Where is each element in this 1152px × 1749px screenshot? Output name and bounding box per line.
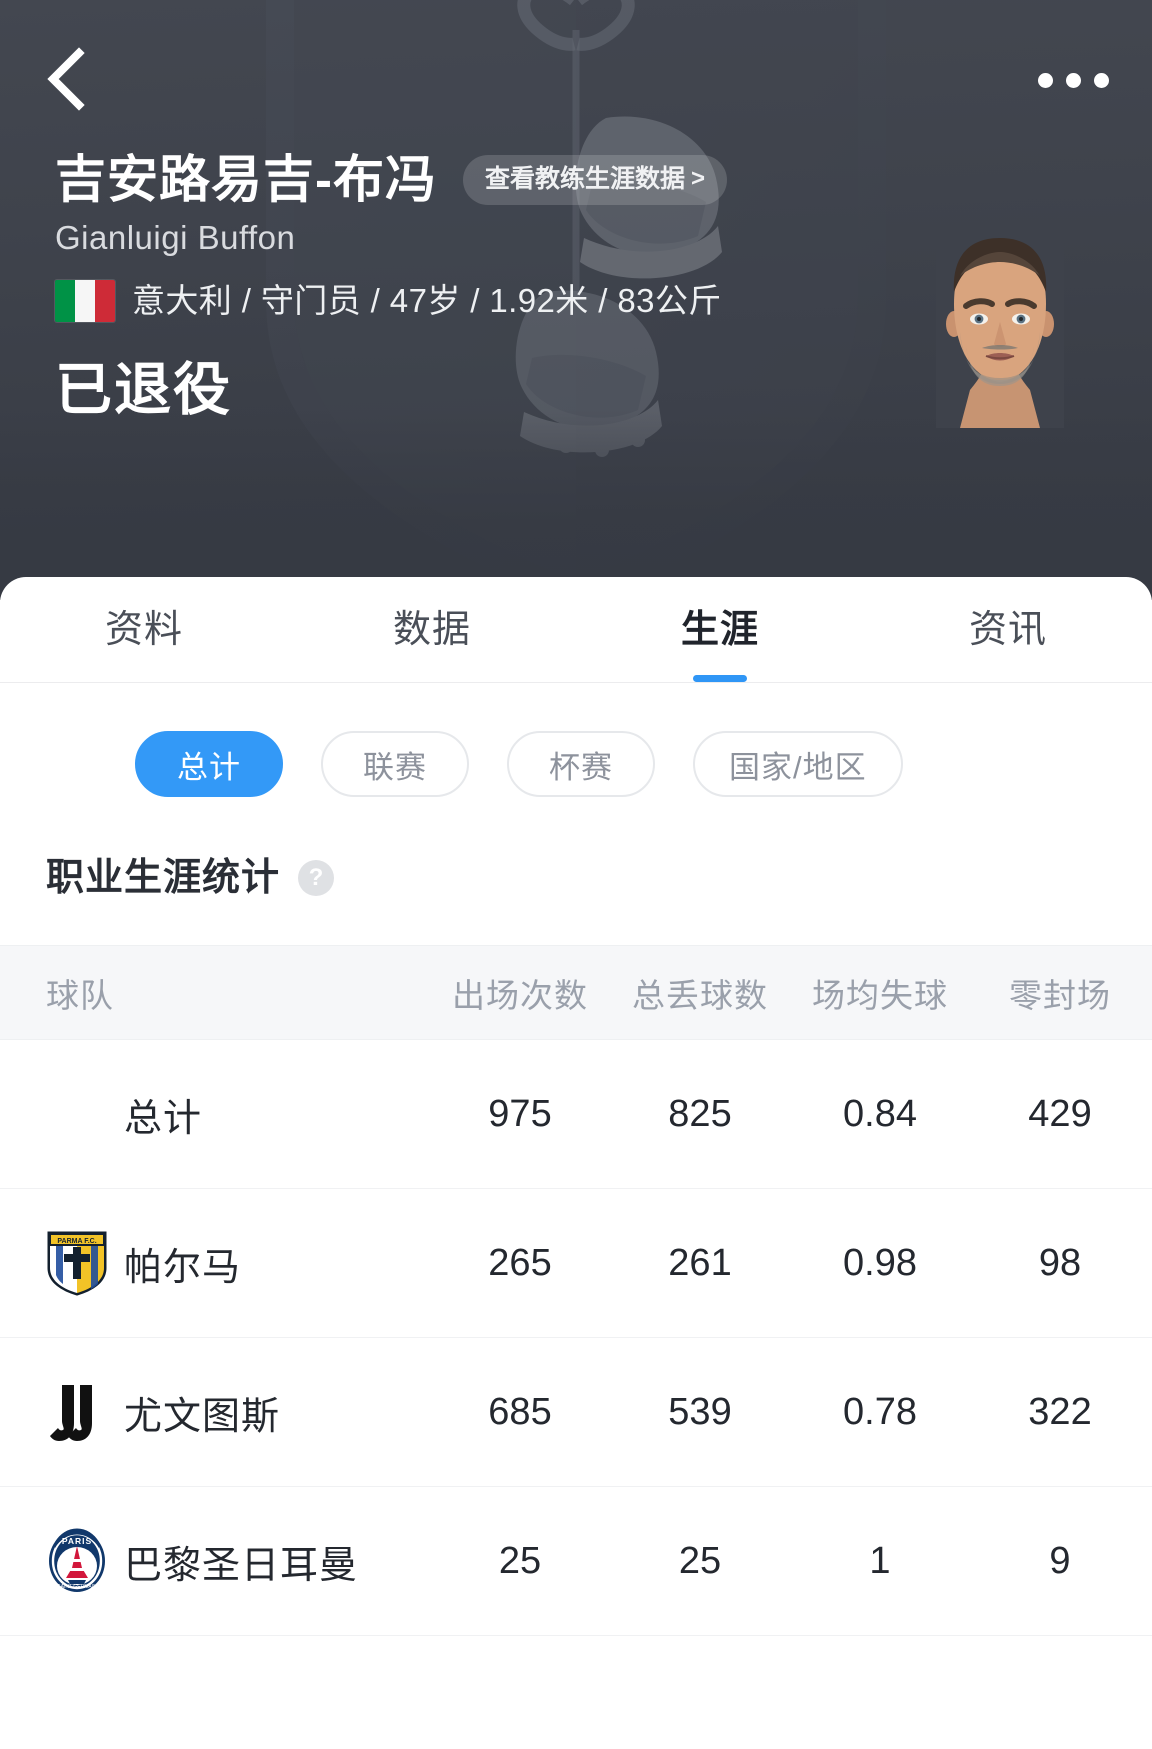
tab-stats[interactable]: 数据 (288, 577, 576, 682)
view-coach-career-button[interactable]: 查看教练生涯数据 > (462, 155, 728, 205)
tab-career-label: 生涯 (680, 608, 759, 651)
column-header-team: 球队 (46, 976, 114, 1014)
more-dot-2 (1065, 72, 1081, 88)
chevron-right-icon: > (691, 165, 706, 192)
cell-appearances: 685 (488, 1390, 552, 1433)
team-name: 帕尔马 (124, 1246, 242, 1289)
cell-appearances: 975 (488, 1092, 552, 1135)
cell-clean-sheets: 322 (1028, 1390, 1092, 1433)
tab-bar: 资料 数据 生涯 资讯 (0, 577, 1152, 683)
career-stats-heading: 职业生涯统计 ? (0, 797, 1152, 901)
column-header-goals-conceded: 总丢球数 (632, 976, 768, 1014)
cell-goals-conceded: 825 (668, 1092, 732, 1135)
player-portrait (936, 228, 1064, 428)
more-dot-3 (1093, 72, 1109, 88)
table-row[interactable]: 总计 975 825 0.84 429 (0, 1040, 1152, 1189)
cell-goals-conceded: 539 (668, 1390, 732, 1433)
svg-text:PARIS: PARIS (62, 1536, 92, 1546)
player-name-cn: 吉安路易吉-布冯 (55, 151, 437, 208)
chip-league[interactable]: 联赛 (321, 731, 469, 797)
chevron-left-icon (47, 47, 85, 111)
psg-crest-icon: PARIS SAINT-GERMAIN (49, 1528, 105, 1592)
player-status-badge: 已退役 (55, 358, 232, 422)
career-stats-title: 职业生涯统计 (46, 857, 281, 899)
back-button[interactable] (30, 42, 104, 116)
cell-appearances: 25 (498, 1539, 542, 1582)
table-header-row: 球队 出场次数 总丢球数 场均失球 零封场 (0, 945, 1152, 1040)
player-name-en: Gianluigi Buffon (55, 219, 296, 256)
cell-clean-sheets: 429 (1028, 1092, 1092, 1135)
chip-total[interactable]: 总计 (135, 731, 283, 797)
player-meta-text: 意大利 / 守门员 / 47岁 / 1.92米 / 83公斤 (132, 282, 722, 319)
more-options-button[interactable] (1028, 52, 1118, 108)
svg-text:PARMA F.C.: PARMA F.C. (57, 1238, 96, 1245)
player-hero-banner: 吉安路易吉-布冯 查看教练生涯数据 > Gianluigi Buffon 意大利… (0, 0, 1152, 600)
tab-stats-label: 数据 (392, 608, 471, 651)
career-stats-table: 球队 出场次数 总丢球数 场均失球 零封场 总计 975 825 0.84 42… (0, 945, 1152, 1636)
tab-news[interactable]: 资讯 (864, 577, 1152, 682)
svg-text:SAINT-GERMAIN: SAINT-GERMAIN (57, 1584, 97, 1590)
cell-clean-sheets: 98 (1038, 1241, 1082, 1284)
row-team-cell: 尤文图斯 (0, 1379, 430, 1445)
competition-filter-chips: 总计 联赛 杯赛 国家/地区 (0, 683, 1152, 797)
cell-conceded-per-game: 1 (869, 1539, 891, 1582)
team-crest-placeholder (46, 1081, 108, 1147)
team-name: 尤文图斯 (124, 1395, 281, 1438)
more-dot-1 (1037, 72, 1053, 88)
cell-conceded-per-game: 0.98 (843, 1241, 917, 1284)
team-name: 巴黎圣日耳曼 (124, 1544, 359, 1587)
table-row[interactable]: 尤文图斯 685 539 0.78 322 (0, 1338, 1152, 1487)
cell-conceded-per-game: 0.78 (843, 1390, 917, 1433)
cell-conceded-per-game: 0.84 (843, 1092, 917, 1135)
chip-cup[interactable]: 杯赛 (507, 731, 655, 797)
question-mark-icon[interactable]: ? (298, 860, 335, 896)
player-info-block: 吉安路易吉-布冯 查看教练生涯数据 > Gianluigi Buffon 意大利… (55, 150, 885, 424)
player-meta-row: 意大利 / 守门员 / 47岁 / 1.92米 / 83公斤 (55, 280, 885, 322)
view-coach-career-label: 查看教练生涯数据 (484, 165, 685, 193)
chip-country[interactable]: 国家/地区 (693, 731, 903, 797)
italy-flag-icon (55, 280, 115, 322)
player-name-row: 吉安路易吉-布冯 查看教练生涯数据 > (55, 150, 885, 210)
row-team-cell: PARIS SAINT-GERMAIN 巴黎圣日耳曼 (0, 1528, 430, 1594)
cell-clean-sheets: 9 (1049, 1539, 1071, 1582)
table-row[interactable]: PARMA F.C. 帕尔马 265 261 0.98 98 (0, 1189, 1152, 1338)
cell-appearances: 265 (488, 1241, 552, 1284)
parma-crest-icon: PARMA F.C. (47, 1231, 107, 1296)
content-sheet: 资料 数据 生涯 资讯 总计 联赛 杯赛 国家/地区 职业 (0, 577, 1152, 1749)
cell-goals-conceded: 261 (668, 1241, 732, 1284)
tab-news-label: 资讯 (968, 608, 1047, 651)
tab-profile-label: 资料 (104, 608, 183, 651)
tab-indicator-active (693, 675, 747, 682)
team-name: 总计 (124, 1097, 203, 1140)
hero-gradient-overlay (0, 410, 1152, 600)
juventus-crest-icon (50, 1385, 92, 1441)
cell-goals-conceded: 25 (678, 1539, 722, 1582)
tab-career[interactable]: 生涯 (576, 577, 864, 682)
column-header-appearances: 出场次数 (452, 976, 588, 1014)
row-team-cell: 总计 (0, 1081, 430, 1147)
table-row[interactable]: PARIS SAINT-GERMAIN 巴黎圣日耳曼 25 25 1 9 (0, 1487, 1152, 1636)
row-team-cell: PARMA F.C. 帕尔马 (0, 1230, 430, 1296)
tab-profile[interactable]: 资料 (0, 577, 288, 682)
column-header-clean-sheets: 零封场 (1009, 976, 1111, 1014)
column-header-conceded-per-game: 场均失球 (812, 976, 948, 1014)
